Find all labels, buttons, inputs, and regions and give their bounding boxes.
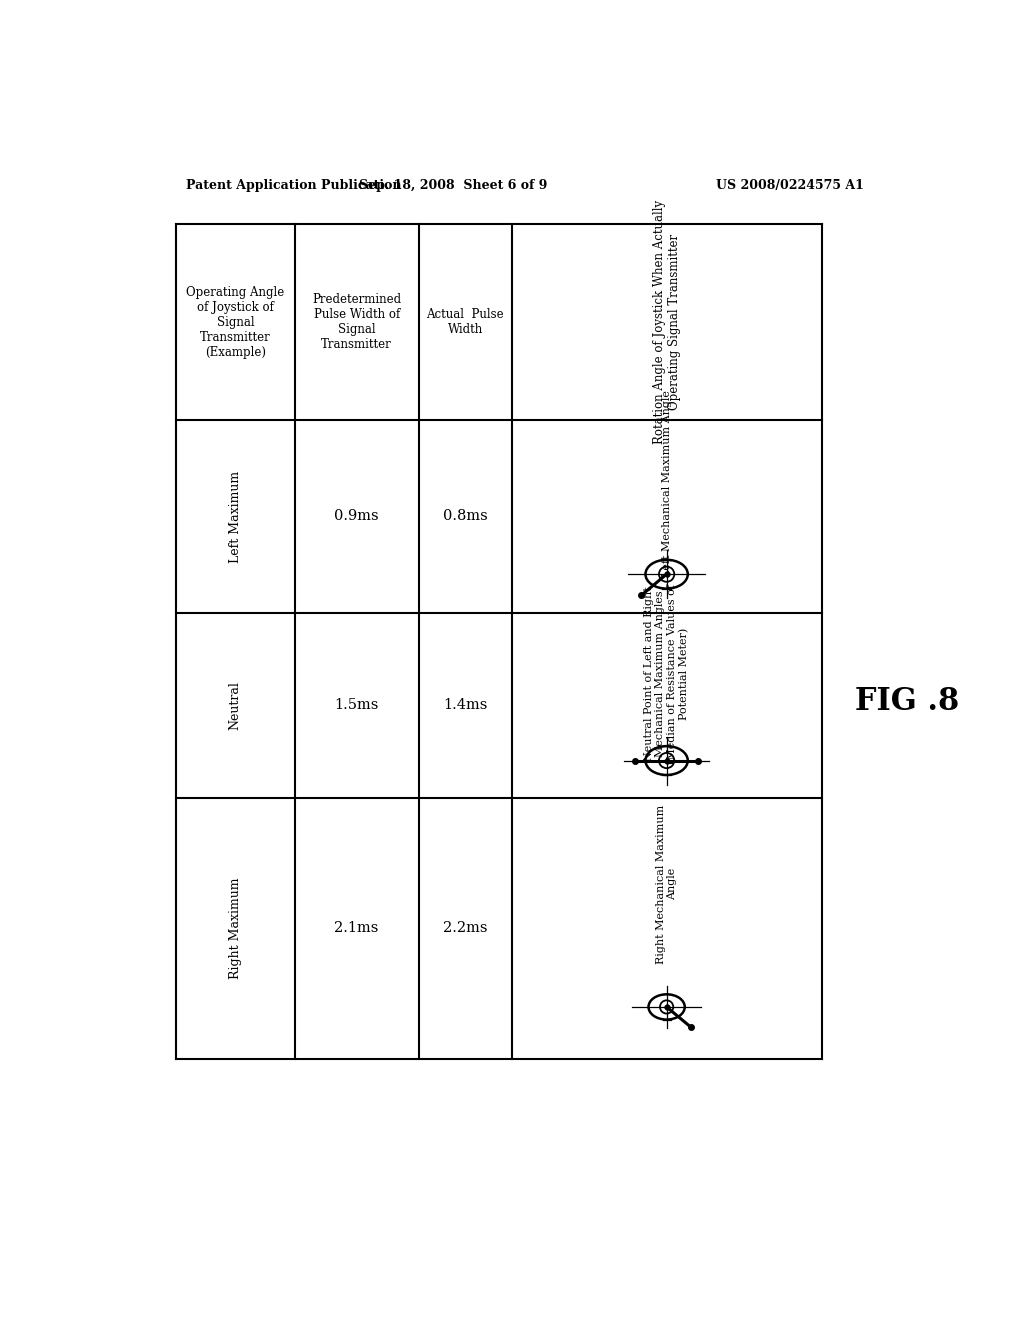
Text: Neutral Point of Left and Right
Mechanical Maximum Angles
(Median of Resistance : Neutral Point of Left and Right Mechanic… — [644, 583, 689, 764]
Text: 1.4ms: 1.4ms — [443, 698, 487, 711]
Text: Sep. 18, 2008  Sheet 6 of 9: Sep. 18, 2008 Sheet 6 of 9 — [359, 178, 548, 191]
Text: Patent Application Publication: Patent Application Publication — [186, 178, 401, 191]
Text: Operating Angle
of Joystick of
Signal
Transmitter
(Example): Operating Angle of Joystick of Signal Tr… — [186, 285, 285, 359]
Text: Right Maximum: Right Maximum — [228, 878, 242, 979]
Text: Actual  Pulse
Width: Actual Pulse Width — [426, 308, 504, 337]
Text: 0.8ms: 0.8ms — [442, 510, 487, 524]
Text: Neutral: Neutral — [228, 681, 242, 730]
Text: FIG .8: FIG .8 — [855, 686, 959, 717]
Text: Predetermined
Pulse Width of
Signal
Transmitter: Predetermined Pulse Width of Signal Tran… — [312, 293, 401, 351]
Text: 2.2ms: 2.2ms — [442, 921, 487, 936]
Text: Right Mechanical Maximum
Angle: Right Mechanical Maximum Angle — [655, 804, 678, 964]
Text: Left Mechanical Maximum Angle: Left Mechanical Maximum Angle — [662, 391, 672, 577]
Text: 1.5ms: 1.5ms — [335, 698, 379, 711]
Text: Left Maximum: Left Maximum — [228, 470, 242, 562]
Text: US 2008/0224575 A1: US 2008/0224575 A1 — [717, 178, 864, 191]
Text: 0.9ms: 0.9ms — [334, 510, 379, 524]
Text: Rotation Angle of Joystick When Actually
Operating Signal Transmitter: Rotation Angle of Joystick When Actually… — [652, 199, 681, 444]
Text: 2.1ms: 2.1ms — [335, 921, 379, 936]
